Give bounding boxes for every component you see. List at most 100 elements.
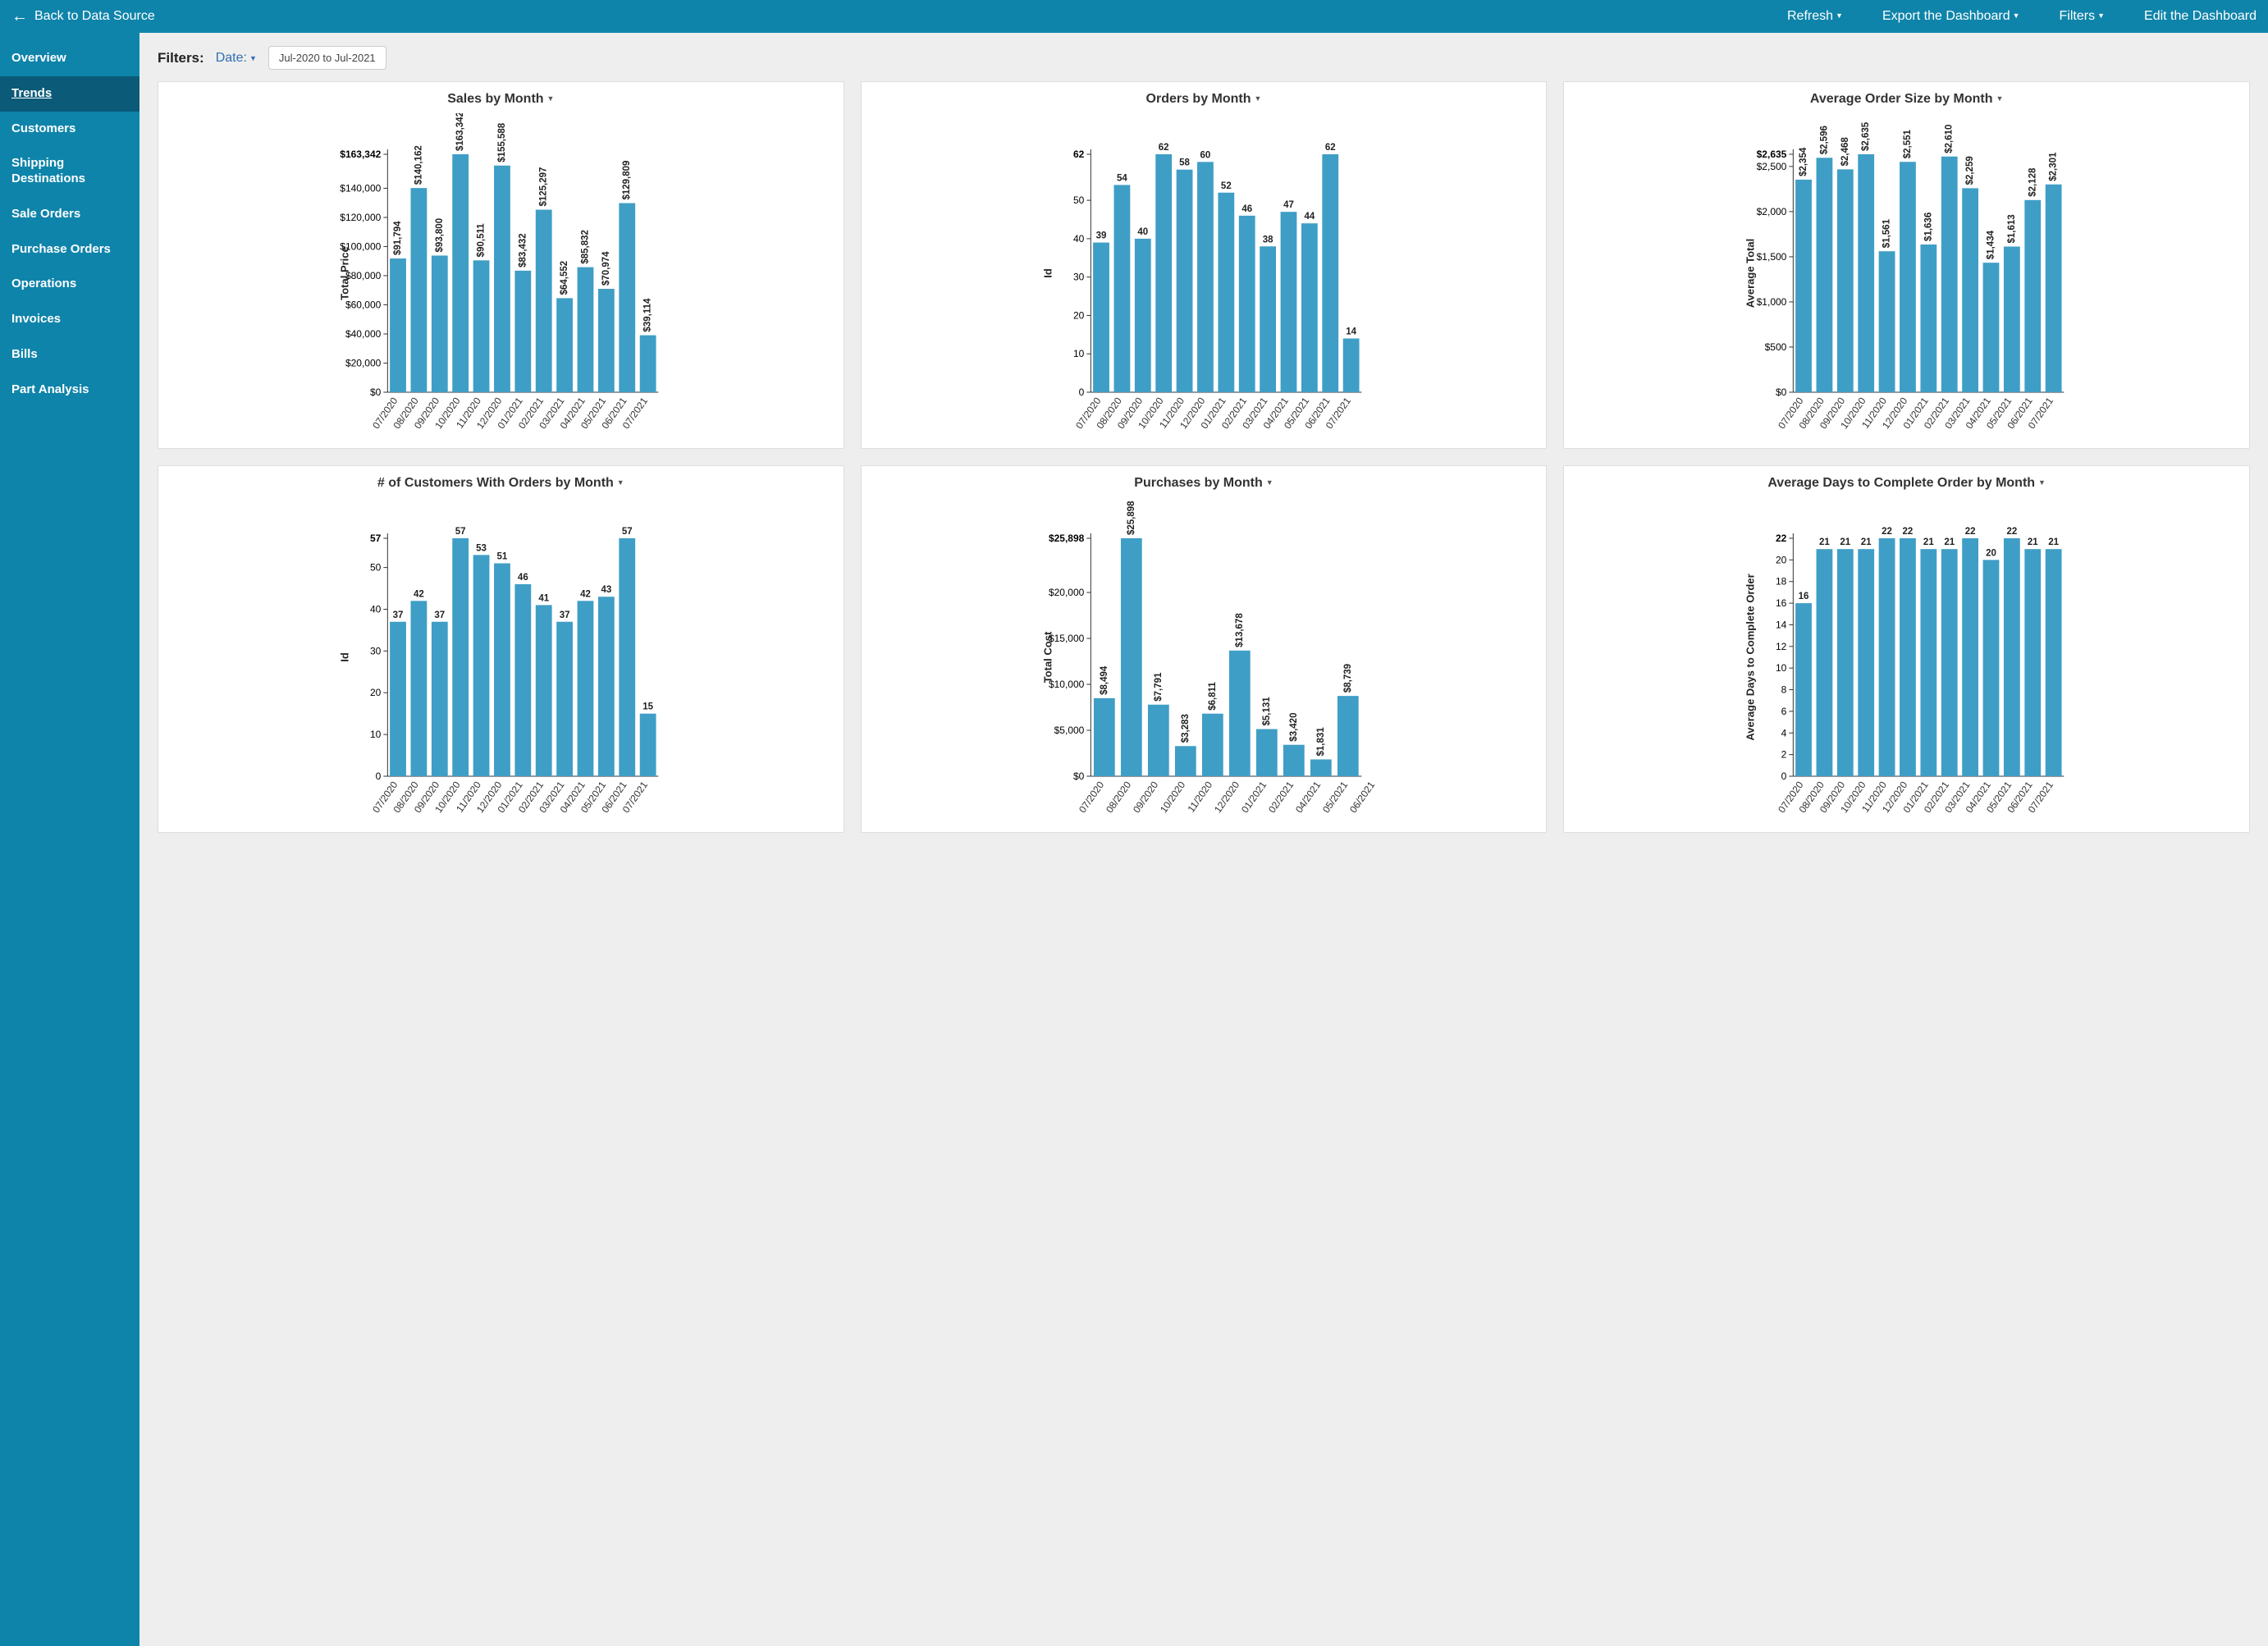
bar[interactable] xyxy=(1148,705,1169,776)
bar[interactable] xyxy=(1900,162,1916,392)
bar[interactable] xyxy=(556,622,573,776)
sidebar-item-customers[interactable]: Customers xyxy=(0,112,139,147)
bar[interactable] xyxy=(578,267,594,392)
bar[interactable] xyxy=(1795,603,1812,776)
card-title-purchases-by-month[interactable]: Purchases by Month xyxy=(863,473,1545,497)
bar[interactable] xyxy=(1941,549,1958,776)
bar[interactable] xyxy=(1921,245,1937,392)
bar[interactable] xyxy=(1238,216,1255,392)
bar[interactable] xyxy=(1121,538,1142,776)
bar[interactable] xyxy=(432,255,448,392)
bar[interactable] xyxy=(1280,212,1296,392)
bar[interactable] xyxy=(2004,246,2020,392)
svg-text:6: 6 xyxy=(1781,706,1787,717)
bar[interactable] xyxy=(619,538,635,776)
bar[interactable] xyxy=(1260,246,1276,392)
bar[interactable] xyxy=(1135,239,1151,392)
bar[interactable] xyxy=(598,289,615,392)
bar[interactable] xyxy=(1113,185,1130,392)
bar[interactable] xyxy=(1175,746,1196,776)
card-title-customers-with-orders-by-month[interactable]: # of Customers With Orders by Month xyxy=(160,473,842,497)
bar[interactable] xyxy=(494,166,510,392)
bar[interactable] xyxy=(1093,243,1109,392)
bar[interactable] xyxy=(1795,180,1812,392)
bar[interactable] xyxy=(390,622,406,776)
card-title-sales-by-month[interactable]: Sales by Month xyxy=(160,89,842,113)
bar[interactable] xyxy=(514,271,531,392)
bar[interactable] xyxy=(578,601,594,776)
bar[interactable] xyxy=(640,714,656,776)
bar[interactable] xyxy=(1301,223,1318,392)
bar[interactable] xyxy=(2046,185,2062,392)
bar[interactable] xyxy=(473,260,490,392)
sidebar-item-bills[interactable]: Bills xyxy=(0,337,139,373)
sidebar-item-part-analysis[interactable]: Part Analysis xyxy=(0,373,139,408)
bar[interactable] xyxy=(1983,560,2000,776)
sidebar-item-overview[interactable]: Overview xyxy=(0,41,139,76)
sidebar-item-operations[interactable]: Operations xyxy=(0,267,139,302)
bar[interactable] xyxy=(1218,193,1234,392)
bar[interactable] xyxy=(1879,251,1895,392)
bar[interactable] xyxy=(411,601,428,776)
bar[interactable] xyxy=(598,597,615,776)
bar[interactable] xyxy=(1879,538,1895,776)
bar[interactable] xyxy=(1283,745,1305,776)
bar[interactable] xyxy=(494,564,510,776)
sidebar-item-invoices[interactable]: Invoices xyxy=(0,302,139,337)
svg-text:20: 20 xyxy=(1986,548,1996,558)
bar[interactable] xyxy=(1859,549,1875,776)
bar[interactable] xyxy=(1837,169,1854,392)
sidebar-item-trends[interactable]: Trends xyxy=(0,76,139,112)
bar[interactable] xyxy=(1817,158,1833,392)
bar[interactable] xyxy=(1256,729,1278,776)
bar[interactable] xyxy=(1337,696,1359,776)
bar[interactable] xyxy=(452,538,469,776)
bar[interactable] xyxy=(1963,188,1979,392)
date-filter-dropdown[interactable]: Date: xyxy=(216,51,257,66)
bar[interactable] xyxy=(1983,263,2000,392)
bar[interactable] xyxy=(1176,170,1192,392)
sidebar-item-sale-orders[interactable]: Sale Orders xyxy=(0,197,139,232)
bar[interactable] xyxy=(1322,154,1338,392)
bar[interactable] xyxy=(473,555,490,776)
card-title-avg-order-size-by-month[interactable]: Average Order Size by Month xyxy=(1566,89,2247,113)
bar[interactable] xyxy=(1229,651,1251,776)
bar[interactable] xyxy=(619,203,635,392)
bar[interactable] xyxy=(1900,538,1916,776)
bar[interactable] xyxy=(1094,698,1115,776)
bar[interactable] xyxy=(1837,549,1854,776)
filters-menu[interactable]: Filters xyxy=(2060,9,2105,24)
date-range-pill[interactable]: Jul-2020 to Jul-2021 xyxy=(268,46,386,70)
card-title-avg-days-to-complete[interactable]: Average Days to Complete Order by Month xyxy=(1566,473,2247,497)
bar[interactable] xyxy=(1921,549,1937,776)
bar[interactable] xyxy=(556,298,573,392)
bar[interactable] xyxy=(411,188,428,392)
export-menu[interactable]: Export the Dashboard xyxy=(1882,9,2020,24)
bar[interactable] xyxy=(1941,157,1958,392)
bar[interactable] xyxy=(390,258,406,392)
bar[interactable] xyxy=(536,605,552,776)
bar[interactable] xyxy=(1342,339,1359,392)
bar[interactable] xyxy=(536,210,552,392)
sidebar-item-purchase-orders[interactable]: Purchase Orders xyxy=(0,232,139,267)
bar[interactable] xyxy=(1197,162,1214,392)
refresh-menu[interactable]: Refresh xyxy=(1787,9,1843,24)
sidebar-item-shipping-destinations[interactable]: Shipping Destinations xyxy=(0,146,139,197)
bar[interactable] xyxy=(1310,759,1332,776)
edit-dashboard[interactable]: Edit the Dashboard xyxy=(2144,9,2257,24)
bar[interactable] xyxy=(2046,549,2062,776)
bar[interactable] xyxy=(2004,538,2020,776)
bar[interactable] xyxy=(452,154,469,392)
back-to-data-source[interactable]: ← Back to Data Source xyxy=(11,8,155,25)
bar[interactable] xyxy=(640,336,656,392)
bar[interactable] xyxy=(2025,549,2042,776)
bar[interactable] xyxy=(1202,714,1223,776)
bar[interactable] xyxy=(1817,549,1833,776)
bar[interactable] xyxy=(1963,538,1979,776)
bar[interactable] xyxy=(514,584,531,776)
bar[interactable] xyxy=(432,622,448,776)
bar[interactable] xyxy=(1859,154,1875,392)
bar[interactable] xyxy=(2025,200,2042,392)
card-title-orders-by-month[interactable]: Orders by Month xyxy=(863,89,1545,113)
bar[interactable] xyxy=(1155,154,1172,392)
